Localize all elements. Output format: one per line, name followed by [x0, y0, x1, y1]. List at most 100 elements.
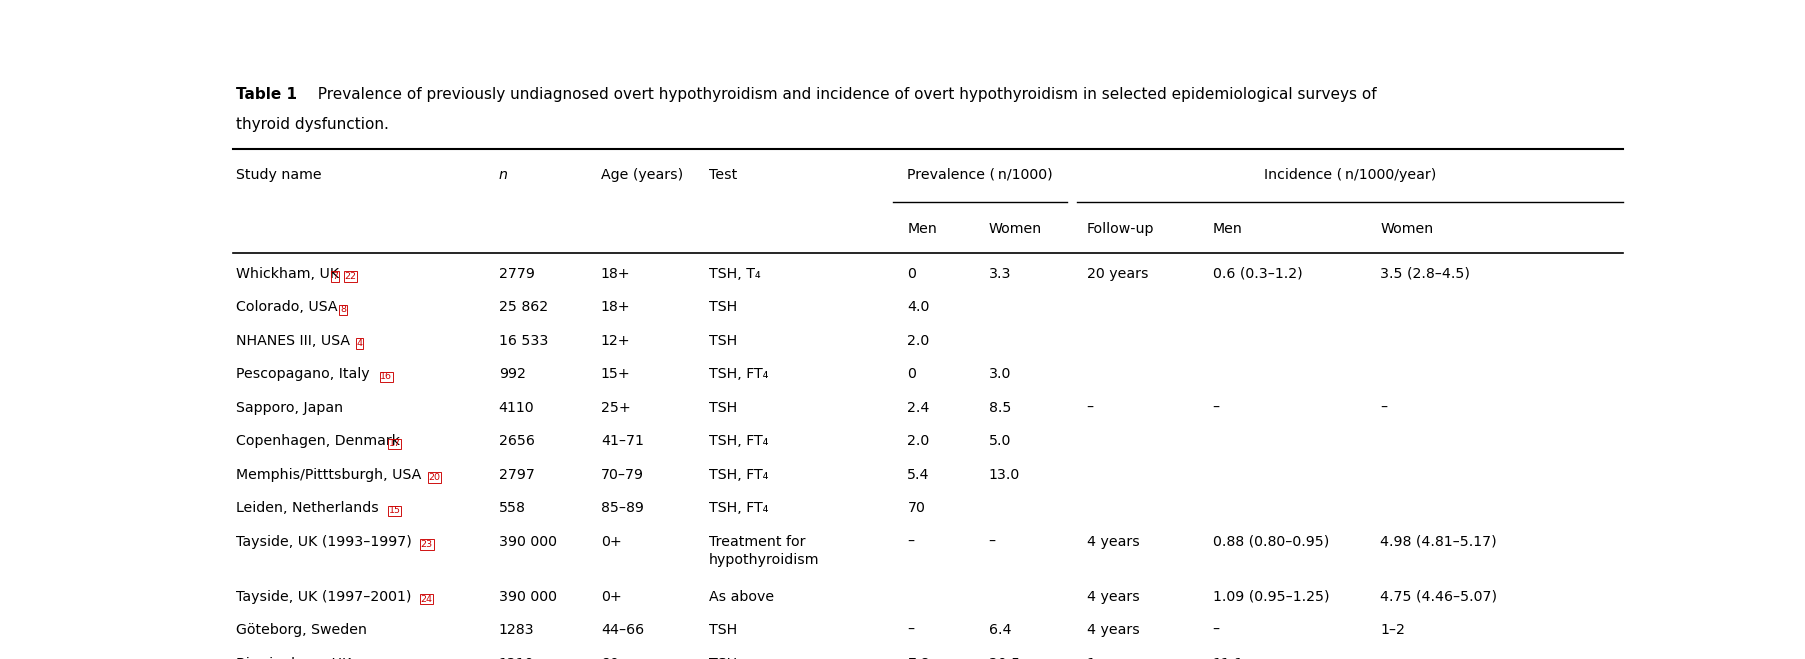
Text: Men: Men [906, 222, 937, 236]
Text: 13.0: 13.0 [987, 468, 1020, 482]
Text: –: – [1379, 401, 1386, 415]
Text: TSH: TSH [708, 334, 736, 348]
Text: 12+: 12+ [601, 334, 630, 348]
Text: –: – [987, 534, 995, 549]
Text: 85–89: 85–89 [601, 501, 643, 515]
Text: 0+: 0+ [601, 590, 621, 604]
Text: 11.1: 11.1 [1211, 656, 1244, 659]
Text: 4 years: 4 years [1087, 590, 1139, 604]
Text: 390 000: 390 000 [498, 534, 556, 549]
Text: TSH: TSH [708, 301, 736, 314]
Text: Göteborg, Sweden: Göteborg, Sweden [235, 623, 366, 637]
Text: –: – [906, 623, 913, 637]
Text: 16 533: 16 533 [498, 334, 547, 348]
Text: 8.5: 8.5 [987, 401, 1011, 415]
Text: 22: 22 [345, 272, 356, 281]
Text: Follow-up: Follow-up [1087, 222, 1153, 236]
Text: Incidence ( n/1000/year): Incidence ( n/1000/year) [1264, 168, 1435, 182]
Text: 4.98 (4.81–5.17): 4.98 (4.81–5.17) [1379, 534, 1496, 549]
Text: 7.8: 7.8 [906, 656, 930, 659]
Text: thyroid dysfunction.: thyroid dysfunction. [235, 117, 388, 132]
Text: Colorado, USA: Colorado, USA [235, 301, 338, 314]
Text: 4 years: 4 years [1087, 534, 1139, 549]
Text: 5.4: 5.4 [906, 468, 930, 482]
Text: 4.0: 4.0 [906, 301, 930, 314]
Text: Test: Test [708, 168, 736, 182]
Text: 1–2: 1–2 [1379, 623, 1404, 637]
Text: Whickham, UK: Whickham, UK [235, 267, 339, 281]
Text: 17: 17 [388, 440, 401, 448]
Text: As above: As above [708, 590, 773, 604]
Text: 7: 7 [332, 272, 338, 281]
Text: 1210: 1210 [498, 656, 534, 659]
Text: 44–66: 44–66 [601, 623, 644, 637]
Text: Copenhagen, Denmark: Copenhagen, Denmark [235, 434, 399, 448]
Text: 18+: 18+ [601, 301, 630, 314]
Text: 16: 16 [381, 372, 392, 382]
Text: 390 000: 390 000 [498, 590, 556, 604]
Text: 1.09 (0.95–1.25): 1.09 (0.95–1.25) [1211, 590, 1328, 604]
Text: 0.6 (0.3–1.2): 0.6 (0.3–1.2) [1211, 267, 1301, 281]
Text: Pescopagano, Italy: Pescopagano, Italy [235, 367, 368, 382]
Text: 558: 558 [498, 501, 525, 515]
Text: TSH, FT₄: TSH, FT₄ [708, 501, 767, 515]
Text: Tayside, UK (1997–2001): Tayside, UK (1997–2001) [235, 590, 412, 604]
Text: 992: 992 [498, 367, 525, 382]
Text: 0.88 (0.80–0.95): 0.88 (0.80–0.95) [1211, 534, 1328, 549]
Text: 15+: 15+ [601, 367, 630, 382]
Text: 70–79: 70–79 [601, 468, 644, 482]
Text: Leiden, Netherlands: Leiden, Netherlands [235, 501, 377, 515]
Text: –: – [1087, 401, 1094, 415]
Text: 1283: 1283 [498, 623, 534, 637]
Text: 4110: 4110 [498, 401, 534, 415]
Text: 20 years: 20 years [1087, 267, 1148, 281]
Text: 60+: 60+ [601, 656, 630, 659]
Text: TSH: TSH [708, 401, 736, 415]
Text: Women: Women [987, 222, 1041, 236]
Text: TSH, FT₄: TSH, FT₄ [708, 367, 767, 382]
Text: 2.0: 2.0 [906, 334, 930, 348]
Text: Study name: Study name [235, 168, 321, 182]
Text: 0: 0 [906, 367, 915, 382]
Text: 0: 0 [906, 267, 915, 281]
Text: Tayside, UK (1993–1997): Tayside, UK (1993–1997) [235, 534, 412, 549]
Text: 20.5: 20.5 [987, 656, 1020, 659]
Text: NHANES III, USA: NHANES III, USA [235, 334, 350, 348]
Text: Memphis/Pitttsburgh, USA: Memphis/Pitttsburgh, USA [235, 468, 421, 482]
Text: 70: 70 [906, 501, 924, 515]
Text: 2.0: 2.0 [906, 434, 930, 448]
Text: Age (years): Age (years) [601, 168, 682, 182]
Text: 24: 24 [421, 594, 433, 604]
Text: 0+: 0+ [601, 534, 621, 549]
Text: 3.5 (2.8–4.5): 3.5 (2.8–4.5) [1379, 267, 1469, 281]
Text: 2.4: 2.4 [906, 401, 930, 415]
Text: 4 years: 4 years [1087, 623, 1139, 637]
Text: Women: Women [1379, 222, 1433, 236]
Text: 2779: 2779 [498, 267, 534, 281]
Text: TSH: TSH [708, 623, 736, 637]
Text: 2656: 2656 [498, 434, 534, 448]
Text: –: – [1211, 401, 1218, 415]
Text: 6.4: 6.4 [987, 623, 1011, 637]
Text: Prevalence of previously undiagnosed overt hypothyroidism and incidence of overt: Prevalence of previously undiagnosed ove… [309, 87, 1375, 101]
Text: Birmingham, UK: Birmingham, UK [235, 656, 350, 659]
Text: 15: 15 [388, 506, 401, 515]
Text: TSH, T₄: TSH, T₄ [708, 267, 760, 281]
Text: Prevalence ( n/1000): Prevalence ( n/1000) [906, 168, 1052, 182]
Text: 25+: 25+ [601, 401, 630, 415]
Text: –: – [1211, 623, 1218, 637]
Text: 4.75 (4.46–5.07): 4.75 (4.46–5.07) [1379, 590, 1496, 604]
Text: Men: Men [1211, 222, 1242, 236]
Text: 8: 8 [339, 305, 347, 314]
Text: 2797: 2797 [498, 468, 534, 482]
Text: 1 year: 1 year [1087, 656, 1132, 659]
Text: Sapporo, Japan: Sapporo, Japan [235, 401, 343, 415]
Text: TSH, FT₄: TSH, FT₄ [708, 468, 767, 482]
Text: TSH, FT₄: TSH, FT₄ [708, 434, 767, 448]
Text: 3.0: 3.0 [987, 367, 1011, 382]
Text: Treatment for
hypothyroidism: Treatment for hypothyroidism [708, 534, 819, 567]
Text: 41–71: 41–71 [601, 434, 643, 448]
Text: 25 862: 25 862 [498, 301, 547, 314]
Text: 20: 20 [428, 473, 440, 482]
Text: Table 1: Table 1 [235, 87, 296, 101]
